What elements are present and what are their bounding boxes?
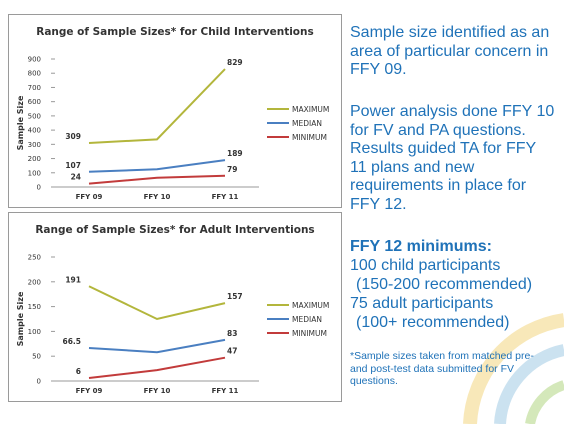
series-line bbox=[88, 338, 226, 354]
data-label: 309 bbox=[65, 132, 81, 141]
data-label: 47 bbox=[227, 347, 237, 356]
data-label: 829 bbox=[227, 58, 243, 67]
x-tick-label: FFY 09 bbox=[76, 387, 103, 395]
heading: FFY 12 minimums: bbox=[350, 238, 492, 255]
y-tick-label: 0 bbox=[37, 378, 41, 386]
data-label: 191 bbox=[65, 275, 81, 284]
paragraph: Power analysis done FFY 10 for FV and PA… bbox=[350, 103, 555, 213]
legend-label: MEDIAN bbox=[292, 119, 322, 128]
chart: Range of Sample Sizes* for Adult Interve… bbox=[8, 212, 342, 402]
series-line bbox=[88, 356, 226, 380]
x-tick-label: FFY 09 bbox=[76, 193, 103, 201]
legend-label: MAXIMUM bbox=[292, 301, 329, 310]
y-tick-label: 700 bbox=[28, 84, 41, 92]
y-axis-title: Sample Size bbox=[16, 95, 25, 150]
y-tick-label: 200 bbox=[28, 278, 41, 286]
x-tick-label: FFY 10 bbox=[144, 193, 171, 201]
y-tick-label: 300 bbox=[28, 141, 41, 149]
y-tick-label: 150 bbox=[28, 303, 41, 311]
chart: Range of Sample Sizes* for Child Interve… bbox=[8, 14, 342, 208]
data-label: 79 bbox=[227, 165, 237, 174]
y-tick-label: 250 bbox=[28, 254, 41, 262]
data-label: 24 bbox=[71, 173, 81, 182]
text-line: 100 child participants bbox=[350, 257, 501, 274]
y-tick-label: 900 bbox=[28, 56, 41, 64]
y-tick-label: 400 bbox=[28, 127, 41, 135]
paragraph: Sample size identified as an area of par… bbox=[350, 24, 550, 78]
legend-label: MINIMUM bbox=[292, 133, 327, 142]
x-tick-label: FFY 11 bbox=[212, 193, 239, 201]
data-label: 189 bbox=[227, 149, 243, 158]
data-label: 157 bbox=[227, 292, 243, 301]
y-tick-label: 100 bbox=[28, 169, 41, 177]
series-line bbox=[88, 159, 226, 173]
data-label: 66.5 bbox=[62, 337, 81, 346]
y-tick-label: 200 bbox=[28, 155, 41, 163]
series-line bbox=[88, 174, 226, 185]
legend-label: MEDIAN bbox=[292, 315, 322, 324]
data-label: 107 bbox=[65, 161, 81, 170]
series-line bbox=[88, 285, 226, 321]
series-line bbox=[88, 68, 226, 145]
legend-label: MINIMUM bbox=[292, 329, 327, 338]
text-line: (150-200 recommended) bbox=[356, 276, 533, 293]
y-tick-label: 600 bbox=[28, 98, 41, 106]
chart-title: Range of Sample Sizes* for Adult Interve… bbox=[35, 224, 314, 236]
chart-title: Range of Sample Sizes* for Child Interve… bbox=[36, 26, 314, 38]
legend-label: MAXIMUM bbox=[292, 105, 329, 114]
footnote: *Sample sizes taken from matched pre- an… bbox=[350, 350, 534, 387]
y-tick-label: 800 bbox=[28, 70, 41, 78]
x-tick-label: FFY 10 bbox=[144, 387, 171, 395]
y-axis-title: Sample Size bbox=[16, 291, 25, 346]
text-line: (100+ recommended) bbox=[356, 314, 510, 331]
y-tick-label: 50 bbox=[32, 353, 41, 361]
data-label: 6 bbox=[76, 367, 81, 376]
x-tick-label: FFY 11 bbox=[212, 387, 239, 395]
text-line: 75 adult participants bbox=[350, 295, 494, 312]
y-tick-label: 500 bbox=[28, 112, 41, 120]
data-label: 83 bbox=[227, 329, 237, 338]
y-tick-label: 0 bbox=[37, 184, 41, 192]
y-tick-label: 100 bbox=[28, 328, 41, 336]
